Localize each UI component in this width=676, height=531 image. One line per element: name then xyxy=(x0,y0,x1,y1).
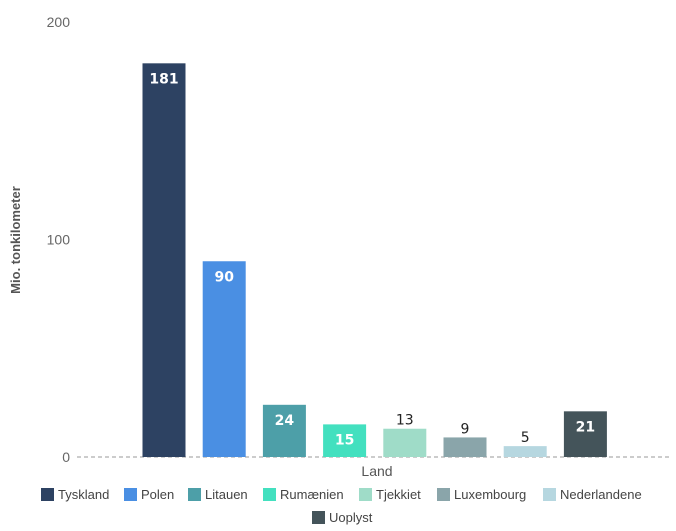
data-label: 24 xyxy=(275,413,295,429)
data-labels: 181 90 24 15 13 9 5 21 xyxy=(149,71,595,448)
bars xyxy=(142,63,607,457)
y-tick-label: 100 xyxy=(47,232,71,248)
data-label: 90 xyxy=(214,269,234,285)
data-label: 21 xyxy=(576,419,595,435)
bar-tjekkiet[interactable] xyxy=(383,428,427,457)
legend-swatch xyxy=(543,488,556,501)
legend-swatch xyxy=(263,488,276,501)
bar-litauen[interactable] xyxy=(262,404,306,457)
x-axis-title: Land xyxy=(361,463,392,479)
legend-swatch xyxy=(124,488,137,501)
y-tick-label: 0 xyxy=(62,449,70,465)
legend-swatch xyxy=(312,511,325,524)
bar-polen[interactable] xyxy=(202,261,246,457)
y-tick-label: 200 xyxy=(47,14,71,30)
data-label: 15 xyxy=(335,432,354,448)
bar-nederlandene[interactable] xyxy=(503,446,547,457)
legend: Tyskland Polen Litauen Rumænien Tjekkiet Luxe… xyxy=(41,487,642,525)
legend-item-label[interactable]: Litauen xyxy=(205,487,248,502)
y-axis-title: Mio. tonkilometer xyxy=(8,186,23,294)
data-label: 9 xyxy=(461,421,470,437)
y-axis-ticks: 0 100 200 xyxy=(47,14,71,465)
bar-rumænien[interactable] xyxy=(323,424,367,457)
bar-tyskland[interactable] xyxy=(142,63,186,457)
data-label: 5 xyxy=(521,430,530,446)
legend-item-label[interactable]: Polen xyxy=(141,487,174,502)
legend-item-label[interactable]: Nederlandene xyxy=(560,487,642,502)
bar-uoplyst[interactable] xyxy=(563,411,607,457)
bar-luxembourg[interactable] xyxy=(443,437,487,457)
legend-swatch xyxy=(41,488,54,501)
legend-swatch xyxy=(437,488,450,501)
data-label: 181 xyxy=(149,71,178,87)
legend-item-label[interactable]: Luxembourg xyxy=(454,487,526,502)
legend-item-label[interactable]: Rumænien xyxy=(280,487,344,502)
legend-swatch xyxy=(359,488,372,501)
legend-item-label[interactable]: Tyskland xyxy=(58,487,109,502)
legend-item-label[interactable]: Uoplyst xyxy=(329,510,373,525)
legend-item-label[interactable]: Tjekkiet xyxy=(376,487,421,502)
legend-swatch xyxy=(188,488,201,501)
data-label: 13 xyxy=(396,413,414,429)
